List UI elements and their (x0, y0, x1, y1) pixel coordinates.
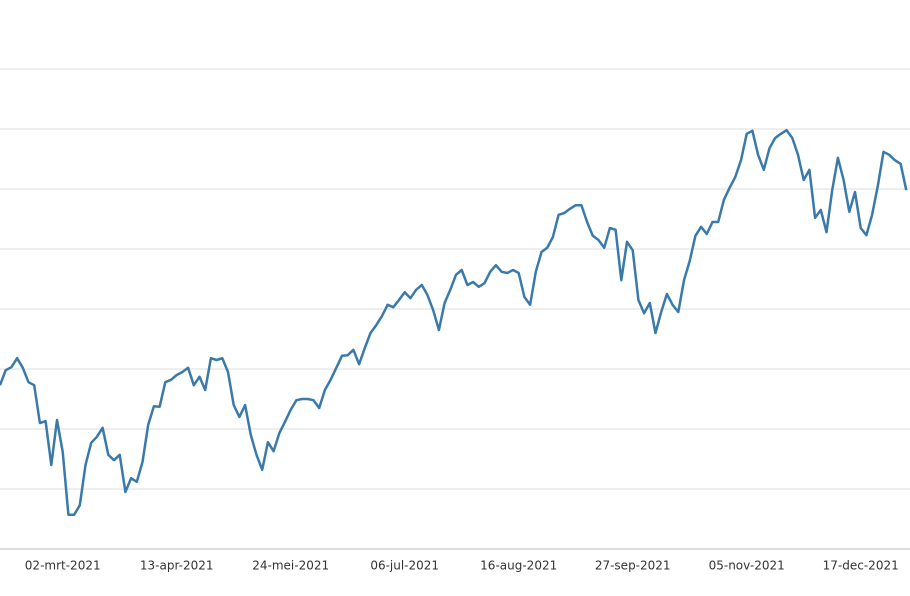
x-tick-label: 27-sep-2021 (595, 559, 671, 573)
x-tick-label: 24-mei-2021 (252, 559, 329, 573)
x-tick-label: 13-apr-2021 (140, 559, 214, 573)
x-tick-label: 17-dec-2021 (823, 559, 899, 573)
x-tick-label: 06-jul-2021 (370, 559, 439, 573)
price-line (0, 128, 908, 517)
x-tick-label: 16-aug-2021 (480, 559, 557, 573)
x-tick-label: 05-nov-2021 (709, 559, 785, 573)
x-tick-label: 02-mrt-2021 (25, 559, 101, 573)
